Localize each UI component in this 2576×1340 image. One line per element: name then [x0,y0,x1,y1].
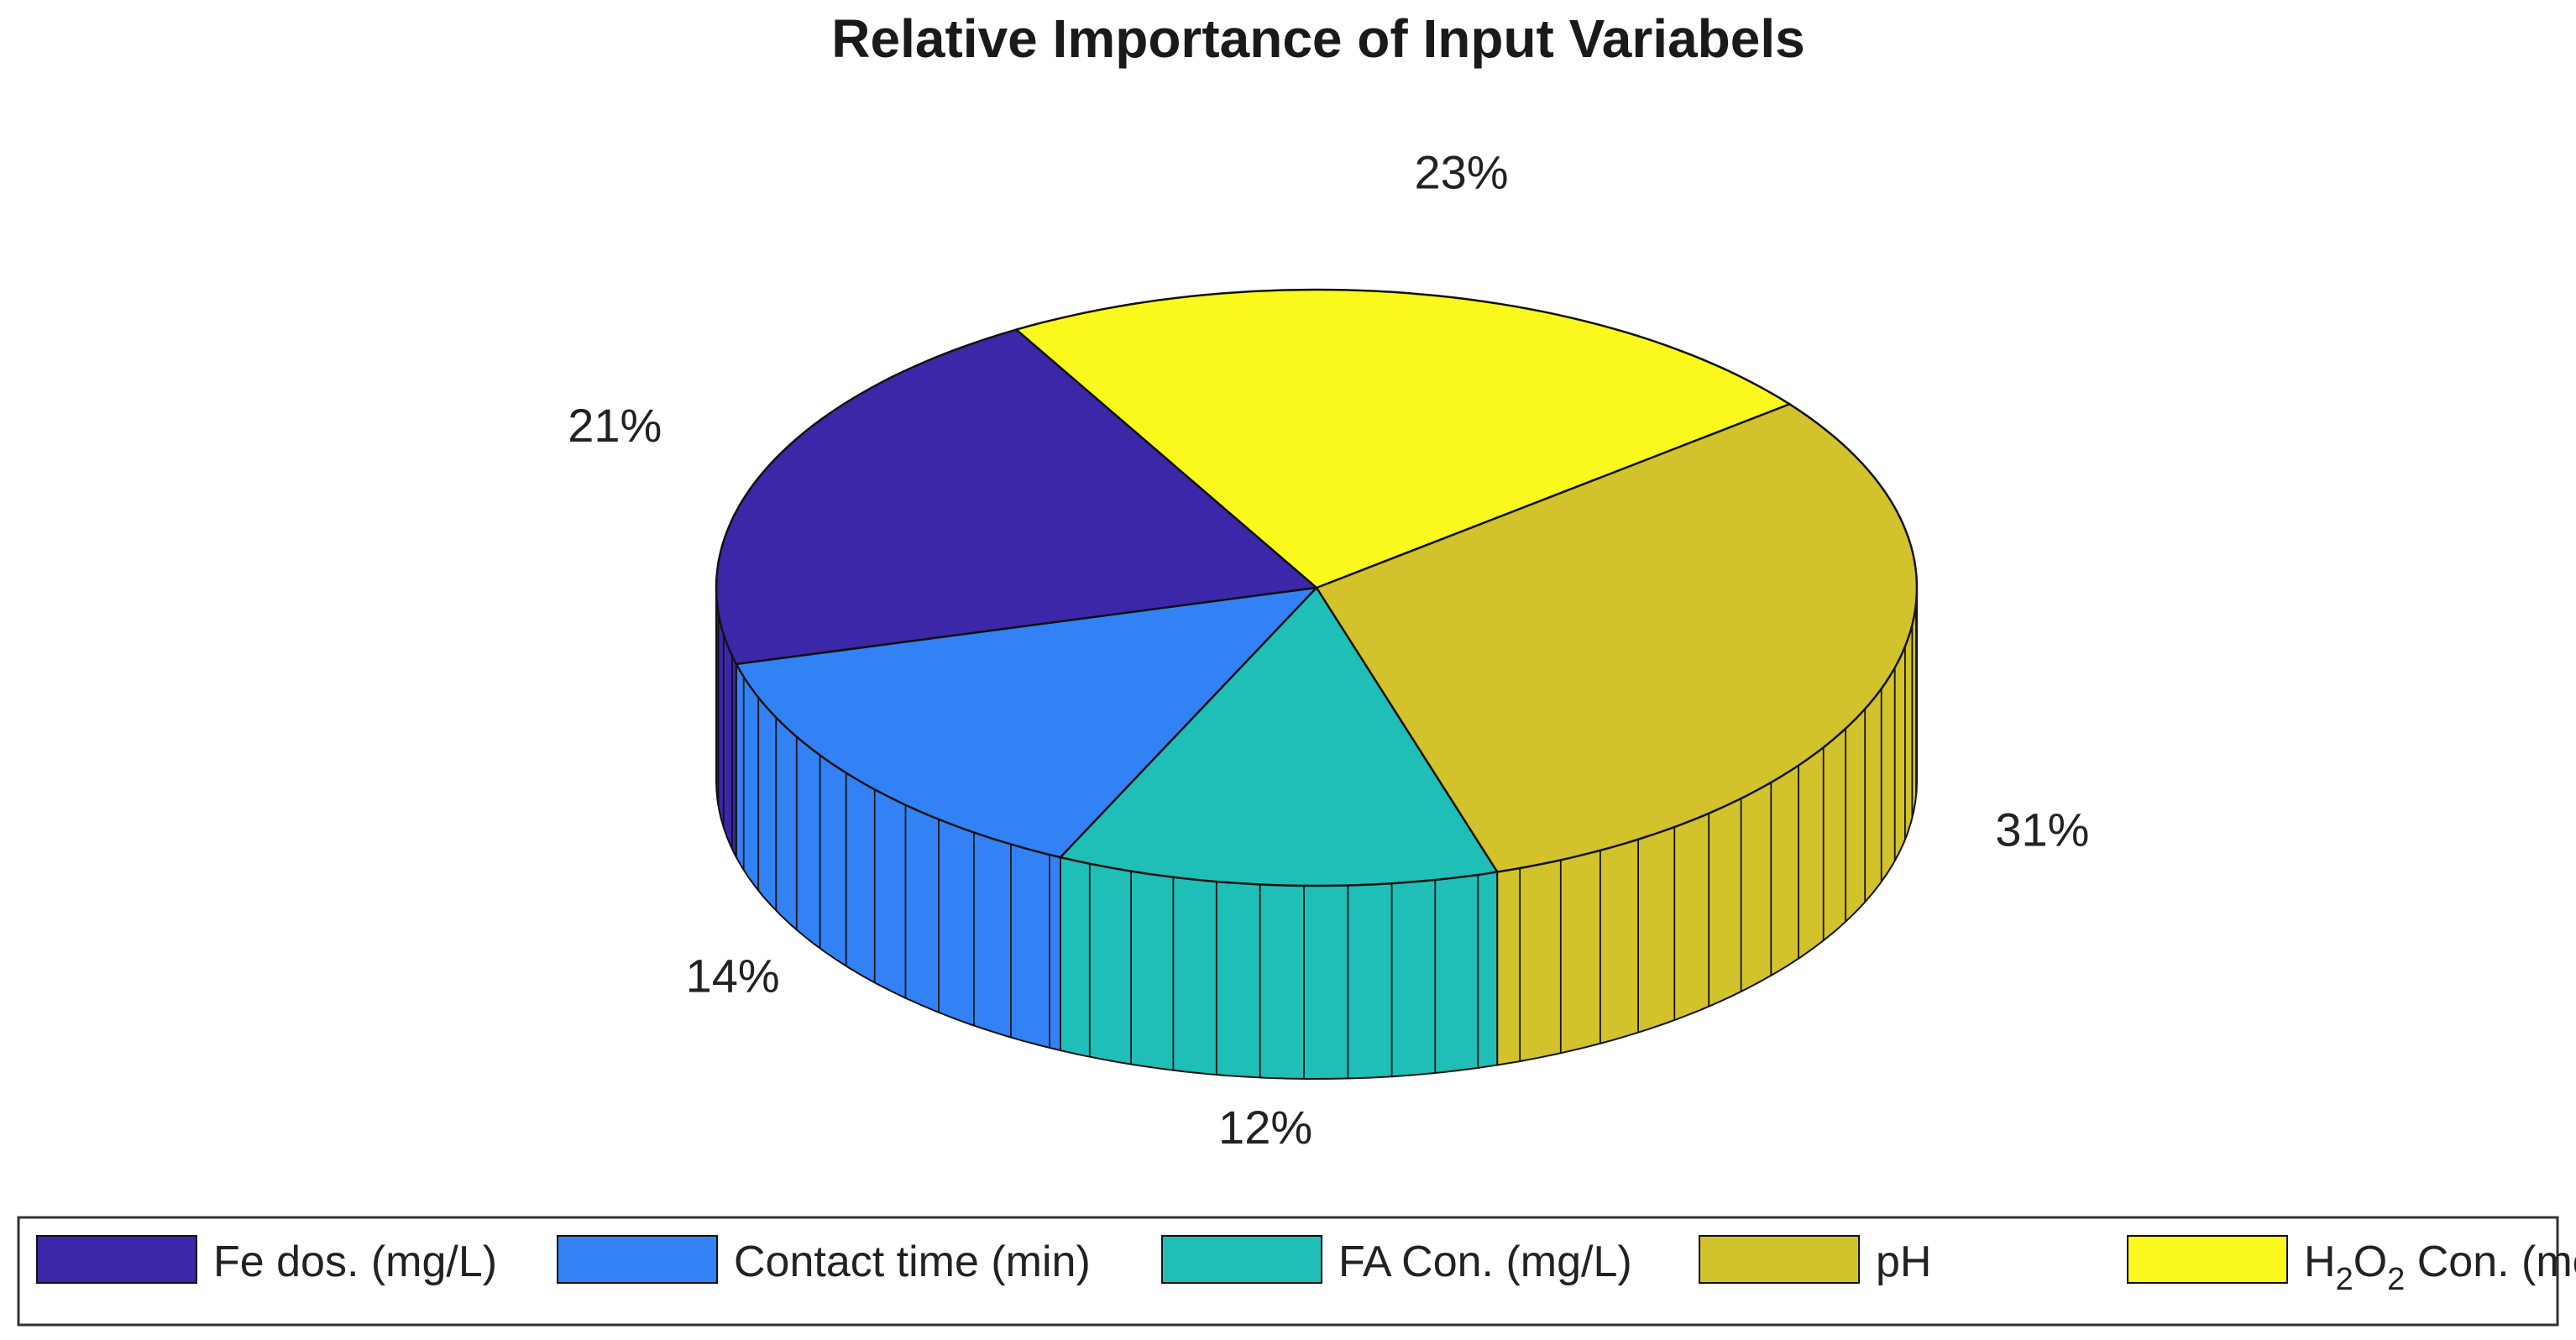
legend-label-2: FA Con. (mg/L) [1338,1238,1632,1286]
pie-label-4: 23% [1414,145,1508,198]
pie-label-2: 12% [1218,1101,1312,1154]
pie-label-1: 14% [686,949,780,1002]
legend-swatch-4 [2127,1235,2288,1284]
legend-swatch-0 [36,1235,197,1284]
chart-title: Relative Importance of Input Variabels [831,8,1804,69]
pie-slice-3 [1315,402,1919,873]
legend-label-3: pH [1876,1238,1931,1286]
pie-top [715,288,1919,887]
legend-swatch-2 [1161,1235,1322,1284]
pie-slice-0 [715,328,1319,666]
legend-swatch-3 [1699,1235,1860,1284]
legend: Fe dos. (mg/L) Contact time (min) FA Con. … [17,1216,2576,1327]
pie-slice-2 [1058,585,1500,887]
pie-side-2 [1060,856,1499,1081]
legend-swatch-1 [557,1235,718,1284]
pie-label-0: 21% [568,399,662,452]
legend-label-0: Fe dos. (mg/L) [213,1238,497,1286]
pie-sides [715,587,1918,1081]
pie-label-3: 31% [1995,803,2089,856]
pie-slice-4 [1013,288,1793,589]
legend-label-1: Contact time (min) [734,1238,1091,1286]
legend-label-4: H2O2 Con. (mol/L) [2304,1238,2576,1297]
pie-slice-1 [734,586,1320,859]
pie-labels: 21% 14% 12% 31% 23% [568,145,2089,1154]
